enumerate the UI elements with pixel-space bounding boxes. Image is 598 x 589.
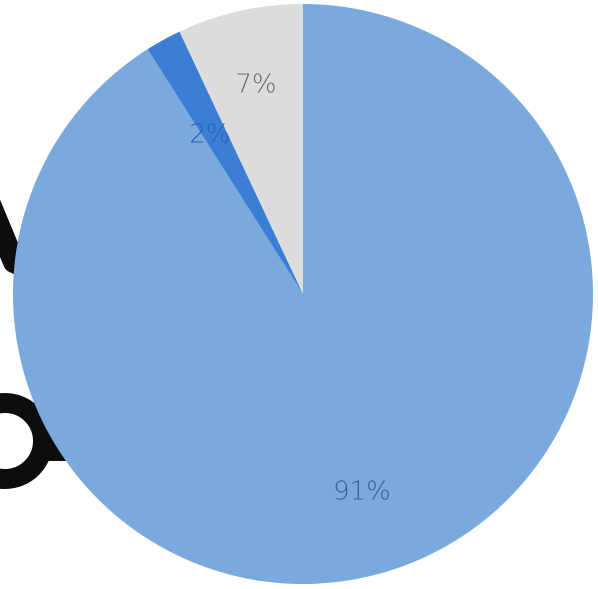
- pie-labels: 91% 2% 7%: [189, 70, 391, 507]
- pie-slice-0: [12, 4, 593, 584]
- slice-label-1: 2%: [189, 120, 230, 150]
- pie-slices: [12, 4, 593, 584]
- pie-slice-2: [179, 4, 303, 294]
- slice-label-2: 7%: [235, 70, 276, 100]
- pie-slice-1: [147, 31, 303, 294]
- slice-label-0: 91%: [333, 477, 391, 507]
